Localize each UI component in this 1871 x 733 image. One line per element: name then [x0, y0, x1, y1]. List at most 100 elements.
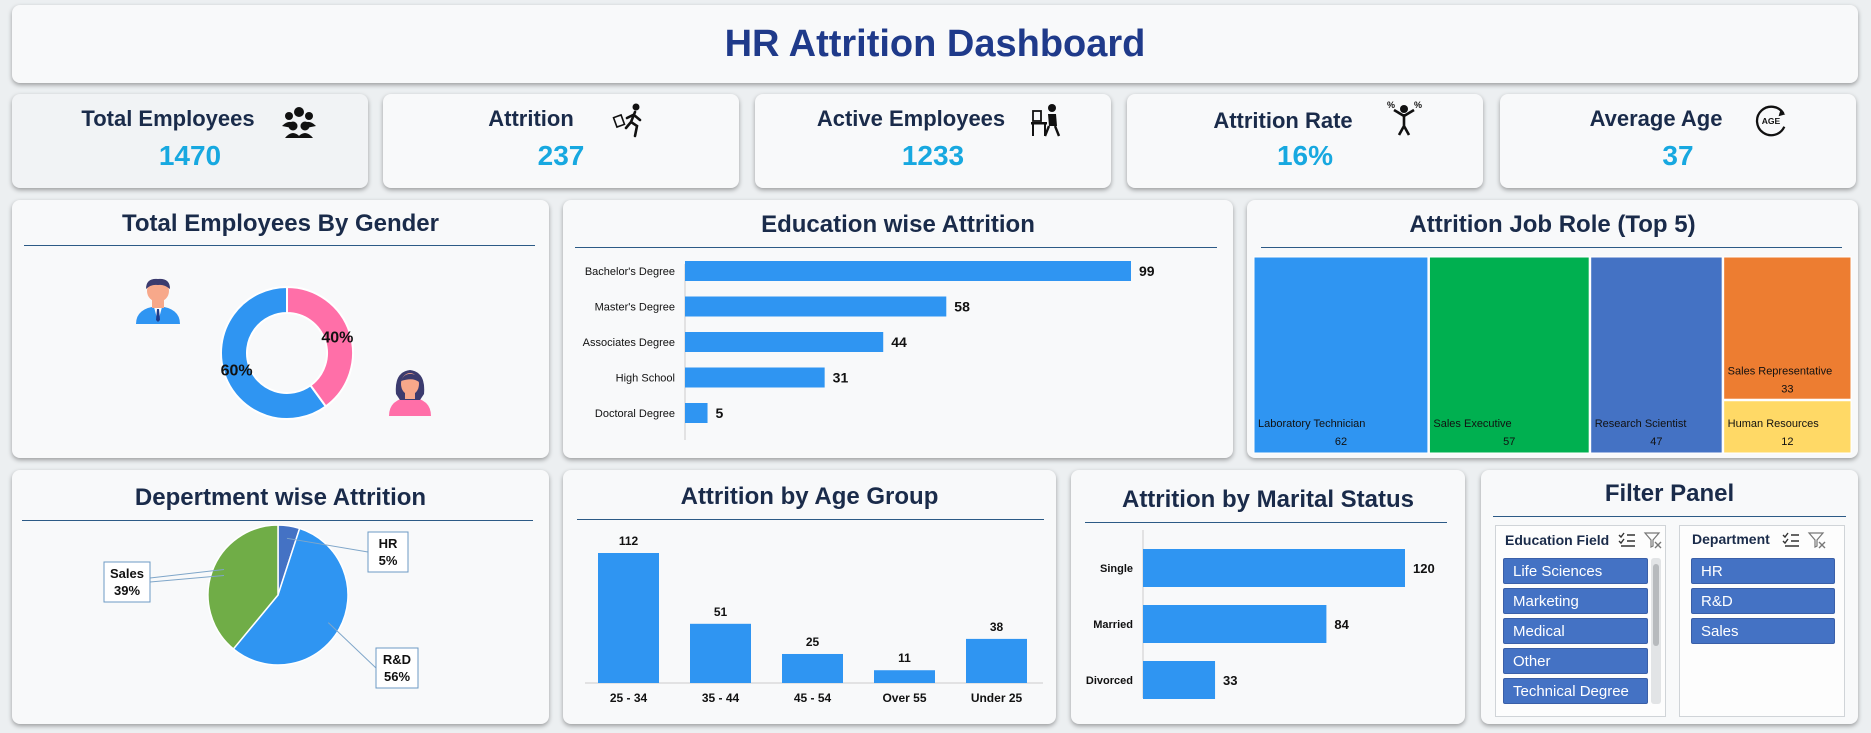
- donut-slice-male: [220, 285, 328, 420]
- treemap-tile: [1723, 256, 1852, 400]
- svg-text:%: %: [1387, 100, 1395, 110]
- bar: [1143, 661, 1216, 699]
- category-label: Associates Degree: [583, 337, 675, 349]
- kpi-active-employees[interactable]: Active Employees 1233: [755, 94, 1111, 188]
- dashboard-title: HR Attrition Dashboard: [724, 22, 1146, 65]
- people-group-icon: [282, 107, 316, 138]
- bar: [690, 623, 751, 683]
- age-panel: Attrition by Age Group 112 25 - 34 51 35 - …: [563, 470, 1056, 724]
- bar: [1143, 605, 1327, 643]
- slicer-item-sales[interactable]: Sales: [1691, 618, 1835, 644]
- title-rule: [1261, 247, 1842, 248]
- kpi-label: Attrition: [488, 106, 574, 131]
- category-label: Over 55: [882, 691, 926, 705]
- category-label: Doctoral Degree: [595, 408, 675, 420]
- data-label: 120: [1413, 561, 1435, 576]
- label-box: [367, 531, 409, 573]
- panel-title: Filter Panel: [1604, 480, 1735, 507]
- title-rule: [577, 519, 1044, 520]
- title-rule: [1493, 516, 1846, 517]
- data-label: 5: [716, 405, 724, 421]
- tile-value: 47: [1650, 436, 1662, 448]
- jobrole-treemap: Laboratory Technician 62 Sales Executive 57…: [1253, 256, 1852, 454]
- bar: [685, 261, 1131, 281]
- female-avatar-icon: [389, 370, 431, 416]
- category-label: 45 - 54: [794, 691, 832, 705]
- age-bar-chart: 112 25 - 34 51 35 - 44 25 45 - 54 11 Over 55 38 U…: [585, 534, 1043, 705]
- panel-title: Attrition Job Role (Top 5): [1409, 211, 1696, 238]
- category-label: R&D: [383, 652, 411, 667]
- treemap-tile: [1723, 400, 1852, 454]
- kpi-label: Active Employees: [816, 106, 1006, 131]
- data-label: 40%: [321, 330, 353, 347]
- svg-text:%: %: [1414, 100, 1422, 110]
- title-rule: [1085, 522, 1447, 523]
- svg-text:AGE: AGE: [1762, 116, 1781, 126]
- data-label: 11: [898, 651, 911, 665]
- tile-label: Sales Executive: [1433, 418, 1511, 430]
- clear-filter-icon[interactable]: [1643, 530, 1663, 550]
- category-label: Sales: [110, 566, 144, 581]
- tile-label: Human Resources: [1728, 418, 1820, 430]
- kpi-value: 1233: [901, 140, 965, 171]
- data-label: 39%: [114, 583, 140, 598]
- filter-panel: Filter Panel Education Field Life Scienc…: [1481, 470, 1858, 724]
- kpi-average-age[interactable]: Average Age 37 AGE: [1500, 94, 1856, 188]
- bar: [685, 367, 825, 388]
- marital-panel: Attrition by Marital Status Single 120 Mar…: [1071, 470, 1465, 724]
- data-label: 38: [990, 620, 1004, 634]
- slicer-header: Department: [1692, 531, 1770, 547]
- clear-filter-icon[interactable]: [1807, 530, 1827, 550]
- leader-line: [327, 622, 377, 669]
- bar: [966, 638, 1027, 683]
- tile-value: 12: [1781, 436, 1793, 448]
- category-label: Single: [1100, 563, 1133, 575]
- kpi-label: Average Age: [1589, 106, 1723, 131]
- multi-select-icon[interactable]: [1617, 530, 1637, 550]
- slicer-item-marketing[interactable]: Marketing: [1503, 588, 1648, 614]
- bar: [598, 553, 659, 683]
- category-label: High School: [616, 373, 675, 385]
- panel-title: Depertment wise Attrition: [134, 484, 427, 511]
- slicer-scrollbar[interactable]: [1651, 558, 1661, 704]
- data-label: 5%: [379, 553, 398, 568]
- department-panel: Depertment wise Attrition HR 5% R&D 56% Sale…: [12, 470, 549, 724]
- slicer-item-other[interactable]: Other: [1503, 648, 1648, 674]
- dashboard-header: HR Attrition Dashboard: [12, 5, 1858, 83]
- tile-value: 57: [1503, 436, 1515, 448]
- kpi-value: 16%: [1276, 140, 1334, 171]
- person-at-desk-icon: [1031, 104, 1061, 137]
- kpi-attrition[interactable]: Attrition 237: [383, 94, 739, 188]
- slicer-item-hr[interactable]: HR: [1691, 558, 1835, 584]
- category-label: Divorced: [1086, 675, 1133, 687]
- panel-title: Attrition by Age Group: [680, 483, 939, 510]
- tile-label: Laboratory Technician: [1258, 418, 1365, 430]
- kpi-attrition-rate[interactable]: Attrition Rate 16% % %: [1127, 94, 1483, 188]
- panel-title: Education wise Attrition: [761, 211, 1035, 238]
- slicer-item-rnd[interactable]: R&D: [1691, 588, 1835, 614]
- marital-bar-chart: Single 120 Married 84 Divorced 33: [1086, 530, 1435, 699]
- treemap-tile: [1590, 256, 1723, 454]
- treemap-tile: [1428, 256, 1590, 454]
- panel-title: Attrition by Marital Status: [1121, 486, 1415, 513]
- age-cycle-icon: AGE: [1755, 105, 1786, 137]
- gender-panel: Total Employees By Gender 60% 40%: [12, 200, 549, 458]
- slicer-item-technical-degree[interactable]: Technical Degree: [1503, 678, 1648, 704]
- slicer-item-life-sciences[interactable]: Life Sciences: [1503, 558, 1648, 584]
- leader-line: [149, 575, 225, 583]
- gender-donut: 60% 40%: [220, 285, 354, 420]
- leader-line: [286, 537, 369, 553]
- scroll-thumb[interactable]: [1653, 564, 1659, 646]
- tile-value: 33: [1781, 384, 1793, 396]
- kpi-value: 37: [1662, 140, 1694, 171]
- bar: [1143, 549, 1405, 587]
- multi-select-icon[interactable]: [1781, 530, 1801, 550]
- education-bar-chart: Bachelor's Degree 99 Master's Degree 58 Asso…: [583, 261, 1155, 440]
- data-label: 56%: [384, 669, 410, 684]
- label-box: [375, 647, 419, 689]
- kpi-label: Total Employees: [81, 106, 255, 131]
- kpi-total-employees[interactable]: Total Employees 1470: [12, 94, 368, 188]
- bar: [874, 670, 935, 683]
- gender-donut-chart: 60% 40%: [136, 278, 431, 420]
- slicer-item-medical[interactable]: Medical: [1503, 618, 1648, 644]
